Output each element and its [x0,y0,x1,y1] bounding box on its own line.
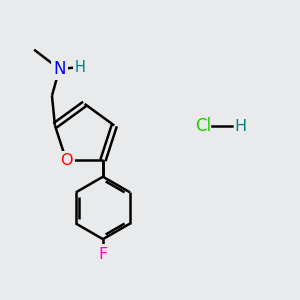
Text: N: N [53,60,66,78]
Text: Cl: Cl [195,117,211,135]
Text: O: O [60,153,73,168]
Text: H: H [235,119,247,134]
Text: H: H [75,60,86,75]
Text: F: F [98,247,108,262]
